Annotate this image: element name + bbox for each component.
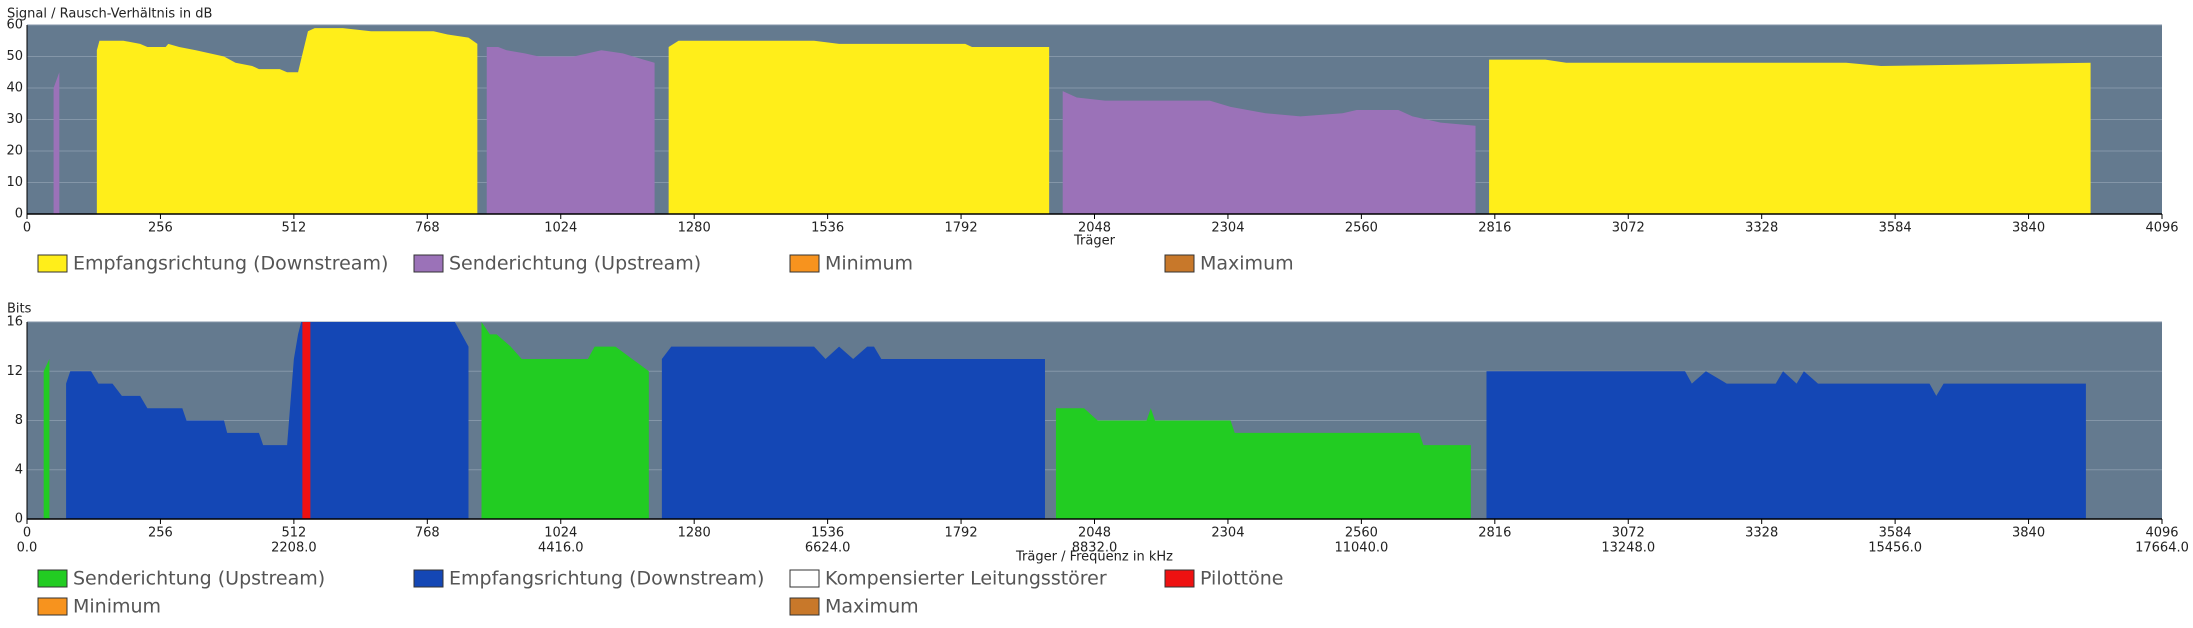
legend-swatch <box>789 254 820 273</box>
x-tick-label: 4096 <box>2145 221 2178 236</box>
x-tick-label: 1280 <box>678 526 711 541</box>
y-axis-title: Signal / Rausch-Verhältnis in dB <box>7 7 212 22</box>
area <box>96 28 2091 215</box>
x-tick-label: 2560 <box>1345 221 1378 236</box>
legend-label: Minimum <box>825 253 913 275</box>
x2-tick-label: 2208.0 <box>271 541 317 556</box>
legend-label: Kompensierter Leitungsstörer <box>825 568 1107 590</box>
legend-label: Empfangsrichtung (Downstream) <box>73 253 388 275</box>
y-tick-label: 0 <box>15 207 23 222</box>
y-tick-label: 12 <box>6 364 23 379</box>
y-tick-label: 8 <box>15 413 23 428</box>
x-tick-label: 256 <box>148 221 173 236</box>
x-tick-label: 1024 <box>544 526 577 541</box>
x-tick-label: 1792 <box>945 526 978 541</box>
x-tick-label: 2048 <box>1078 221 1111 236</box>
x2-tick-label: 0.0 <box>17 541 38 556</box>
x-tick-label: 2304 <box>1211 221 1244 236</box>
x2-tick-label: 11040.0 <box>1334 541 1388 556</box>
x-tick-label: 3840 <box>2012 221 2045 236</box>
legend-label: Senderichtung (Upstream) <box>73 568 325 590</box>
x-tick-label: 3840 <box>2012 526 2045 541</box>
legend-swatch <box>37 597 68 616</box>
area <box>66 322 2086 519</box>
legend-swatch <box>1164 254 1195 273</box>
x-tick-label: 1024 <box>544 221 577 236</box>
legend-swatch <box>789 569 820 588</box>
x-tick-label: 4096 <box>2145 526 2178 541</box>
x-tick-label: 1536 <box>811 526 844 541</box>
x-tick-label: 3584 <box>1879 221 1912 236</box>
legend-swatch <box>413 569 444 588</box>
x-tick-label: 2048 <box>1078 526 1111 541</box>
x-axis-title: Träger <box>1073 234 1116 249</box>
x2-tick-label: 15456.0 <box>1868 541 1922 556</box>
x-tick-label: 512 <box>281 526 306 541</box>
x-tick-label: 1536 <box>811 221 844 236</box>
legend-swatch <box>37 254 68 273</box>
x-tick-label: 2560 <box>1345 526 1378 541</box>
y-axis-title: Bits <box>7 302 32 317</box>
x-tick-label: 768 <box>415 526 440 541</box>
x-tick-label: 3328 <box>1745 221 1778 236</box>
x-tick-label: 3072 <box>1612 526 1645 541</box>
legend-label: Empfangsrichtung (Downstream) <box>449 568 764 590</box>
x-tick-label: 1792 <box>945 221 978 236</box>
x-tick-label: 2304 <box>1211 526 1244 541</box>
y-tick-label: 50 <box>6 49 23 64</box>
legend-swatch <box>789 597 820 616</box>
x-tick-label: 768 <box>415 221 440 236</box>
x2-tick-label: 17664.0 <box>2135 541 2189 556</box>
pilot-tone <box>302 322 311 519</box>
y-tick-label: 40 <box>6 81 23 96</box>
area <box>53 47 1476 214</box>
legend-swatch <box>1164 569 1195 588</box>
legend-label: Senderichtung (Upstream) <box>449 253 701 275</box>
x-tick-label: 2816 <box>1478 526 1511 541</box>
x-tick-label: 512 <box>281 221 306 236</box>
legend-swatch <box>37 569 68 588</box>
x-axis-title: Träger / Frequenz in kHz <box>1015 550 1173 565</box>
y-tick-label: 0 <box>15 512 23 527</box>
y-tick-label: 4 <box>15 462 23 477</box>
y-tick-label: 20 <box>6 144 23 159</box>
x2-tick-label: 6624.0 <box>805 541 851 556</box>
x-tick-label: 3328 <box>1745 526 1778 541</box>
legend-swatch <box>413 254 444 273</box>
y-tick-label: 16 <box>6 315 23 330</box>
y-tick-label: 30 <box>6 112 23 127</box>
x-tick-label: 0 <box>23 221 31 236</box>
legend-label: Minimum <box>73 596 161 618</box>
x-tick-label: 3584 <box>1879 526 1912 541</box>
x-tick-label: 256 <box>148 526 173 541</box>
x-tick-label: 3072 <box>1612 221 1645 236</box>
y-tick-label: 60 <box>6 18 23 33</box>
legend-label: Pilottöne <box>1200 568 1283 590</box>
legend-label: Maximum <box>1200 253 1294 275</box>
x2-tick-label: 13248.0 <box>1601 541 1655 556</box>
x-tick-label: 1280 <box>678 221 711 236</box>
x2-tick-label: 8832.0 <box>1072 541 1118 556</box>
x-tick-label: 0 <box>23 526 31 541</box>
y-tick-label: 10 <box>6 175 23 190</box>
area <box>43 322 1471 519</box>
x2-tick-label: 4416.0 <box>538 541 584 556</box>
x-tick-label: 2816 <box>1478 221 1511 236</box>
legend-label: Maximum <box>825 596 919 618</box>
